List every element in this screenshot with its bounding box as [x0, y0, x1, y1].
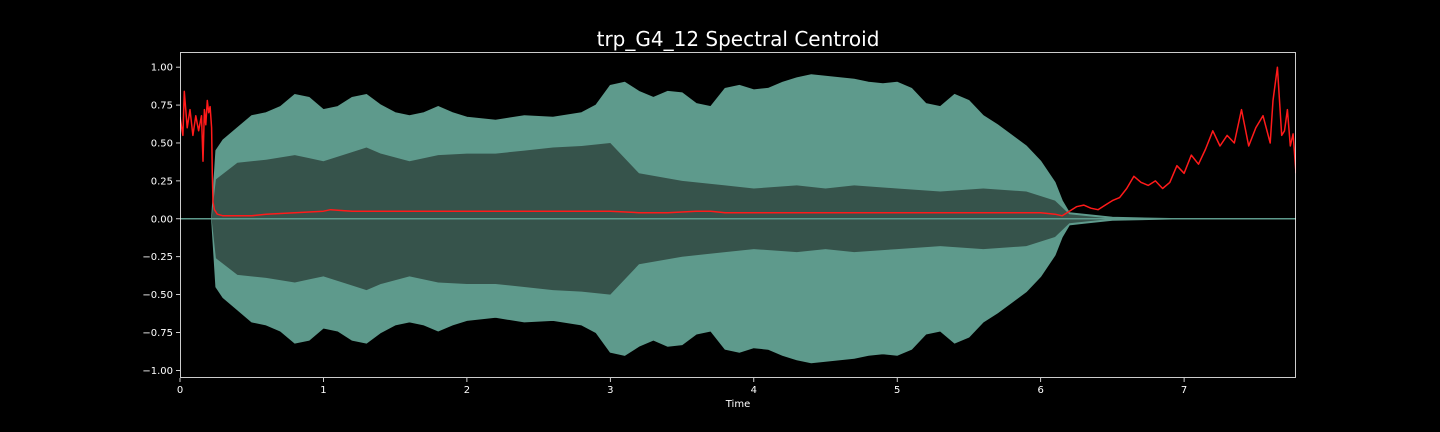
plot-area — [180, 66, 1296, 364]
y-tick-label: −0.75 — [142, 328, 173, 339]
y-tick-label: −1.00 — [142, 366, 173, 377]
y-tick-label: 1.00 — [151, 63, 173, 74]
y-tick-label: −0.50 — [142, 290, 173, 301]
y-tick-label: 0.50 — [151, 138, 173, 149]
y-tick-label: 0.00 — [151, 214, 173, 225]
centroid-line — [180, 66, 1296, 217]
x-tick-label: 0 — [177, 385, 183, 396]
axes-frame — [180, 52, 1296, 378]
x-tick-label: 4 — [751, 385, 757, 396]
x-tick-label: 2 — [464, 385, 470, 396]
y-tick-label: 0.25 — [151, 176, 173, 187]
y-tick-label: −0.25 — [142, 252, 173, 263]
y-tick-label: 0.75 — [151, 101, 173, 112]
chart-title: trp_G4_12 Spectral Centroid — [597, 27, 880, 51]
x-axis-label: Time — [725, 399, 750, 410]
x-tick-label: 5 — [894, 385, 900, 396]
x-tick-label: 3 — [607, 385, 613, 396]
axes: 0 1 2 3 4 5 6 7 1.00 0.75 0.50 0.25 0.00 −0.25 −0.50 −0… — [142, 52, 1296, 396]
x-tick-label: 1 — [320, 385, 326, 396]
x-tick-label: 6 — [1037, 385, 1043, 396]
x-tick-label: 7 — [1181, 385, 1187, 396]
